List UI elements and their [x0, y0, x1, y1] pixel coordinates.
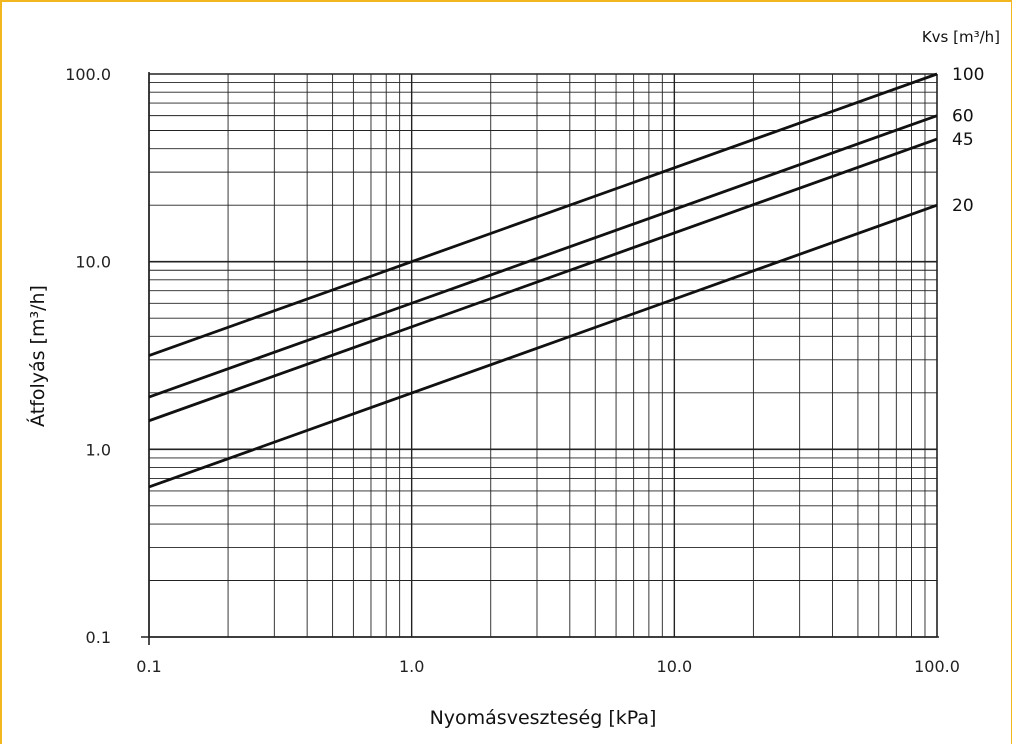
x-tick-label: 1.0 — [399, 657, 424, 676]
x-tick-label: 100.0 — [914, 657, 960, 676]
y-tick-label: 10.0 — [75, 253, 111, 272]
series-label-45: 45 — [952, 130, 974, 150]
series-label-100: 100 — [952, 65, 984, 85]
y-axis-title: Átfolyás [m³/h] — [26, 285, 49, 427]
series-lines — [148, 72, 938, 489]
series-labels: 100 60 45 20 — [952, 65, 984, 216]
series-line-45 — [148, 137, 938, 423]
x-tick-label: 0.1 — [136, 657, 161, 676]
series-label-60: 60 — [952, 107, 974, 127]
tick-labels: 0.1 1.0 10.0 100.0 0.1 1.0 10.0 100.0 — [65, 65, 960, 676]
y-tick-label: 100.0 — [65, 65, 111, 84]
series-line-20 — [148, 203, 938, 489]
series-label-20: 20 — [952, 196, 974, 216]
x-tick-label: 10.0 — [657, 657, 693, 676]
legend-title: Kvs [m³/h] — [922, 28, 1000, 46]
series-line-100 — [148, 72, 938, 357]
y-tick-label: 0.1 — [86, 628, 111, 647]
series-line-60 — [148, 114, 938, 399]
x-axis-title: Nyomásveszteség [kPa] — [430, 707, 657, 729]
grid — [141, 72, 939, 645]
y-tick-label: 1.0 — [86, 440, 111, 459]
